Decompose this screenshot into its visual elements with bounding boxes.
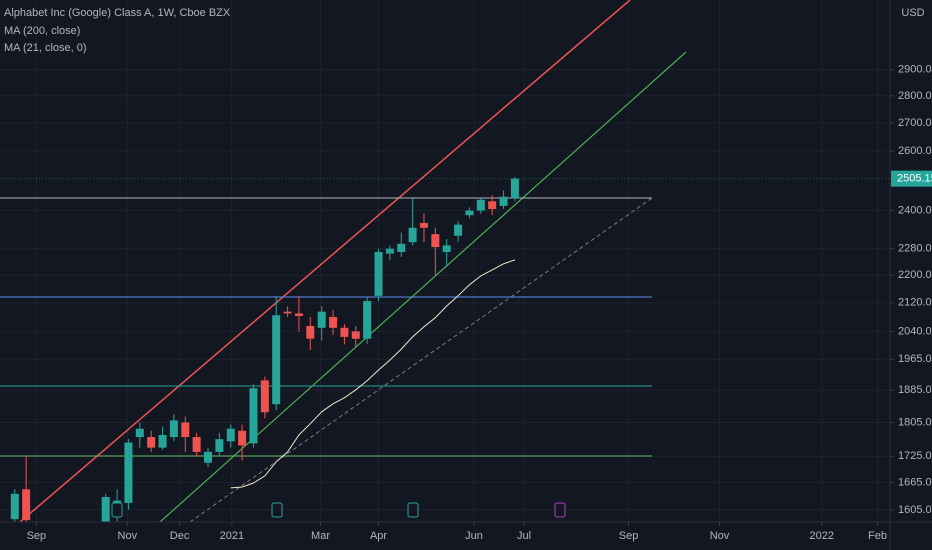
earnings-icon[interactable] (407, 502, 419, 518)
y-tick-label: 2900.00 (898, 64, 932, 76)
candle-body (374, 251, 383, 296)
candle-body (169, 420, 178, 438)
y-tick-label: 1805.00 (898, 416, 932, 428)
y-tick-label: 1605.00 (898, 504, 932, 516)
y-tick-label: 2120.00 (898, 297, 932, 309)
x-tick-label: Mar (311, 530, 330, 542)
candle-body (329, 316, 338, 328)
candle-body (283, 311, 292, 314)
candle-body (272, 315, 281, 405)
candle-body (101, 496, 110, 522)
candle-body (454, 224, 463, 236)
y-tick-label: 1965.00 (898, 353, 932, 365)
y-tick-label: 2200.00 (898, 269, 932, 281)
x-tick-label: Sep (619, 530, 639, 542)
candle-body (10, 493, 19, 520)
earnings-icon[interactable] (111, 502, 123, 518)
trend-line (19, 0, 631, 522)
x-tick-label: Nov (710, 530, 730, 542)
earnings-icon[interactable] (554, 502, 566, 518)
candle-body (385, 248, 394, 254)
candle-body (22, 489, 31, 521)
candle-body (488, 201, 497, 209)
y-tick-label: 2400.00 (898, 204, 932, 216)
candle-body (431, 234, 440, 248)
candle-body (158, 434, 167, 448)
legend-item[interactable]: MA (21, close, 0) (4, 42, 87, 54)
moving-average (230, 259, 516, 489)
candle-body (397, 243, 406, 252)
candle-body (465, 210, 474, 216)
trend-line (159, 51, 687, 522)
y-tick-label: 2040.00 (898, 325, 932, 337)
y-tick-label: 1665.00 (898, 476, 932, 488)
x-tick-label: Nov (118, 530, 138, 542)
x-tick-label: Apr (370, 530, 387, 542)
candle-body (124, 442, 133, 503)
candle-body (192, 437, 201, 452)
chart-title[interactable]: Alphabet Inc (Google) Class A, 1W, Cboe … (4, 7, 231, 19)
candle-body (238, 430, 247, 446)
x-tick-label: Sep (27, 530, 47, 542)
x-tick-label: Jul (517, 530, 531, 542)
candle-body (408, 227, 417, 243)
candle-body (351, 331, 360, 339)
candle-body (499, 196, 508, 206)
earnings-icons (111, 502, 566, 518)
candle-body (147, 437, 156, 448)
candle-body (294, 313, 303, 316)
x-tick-label: Jun (465, 530, 483, 542)
candle-body (215, 439, 224, 452)
last-price-label: 2505.15 (897, 173, 932, 185)
candle-body (317, 311, 326, 328)
y-tick-label: 1725.00 (898, 450, 932, 462)
candle-body (340, 327, 349, 337)
y-tick-label: 2700.00 (898, 117, 932, 129)
candle-body (419, 223, 428, 228)
currency-label: USD (901, 7, 924, 19)
candle-body (476, 199, 485, 211)
candle-body (363, 301, 372, 339)
trend-line (189, 197, 653, 522)
candle-body (260, 380, 269, 413)
candle-body (510, 178, 519, 199)
candle-body (249, 388, 258, 444)
candle-body (181, 422, 190, 438)
drawings (0, 0, 687, 522)
candle-body (306, 325, 315, 339)
y-tick-label: 2280.00 (898, 243, 932, 255)
earnings-icon[interactable] (271, 502, 283, 518)
candle-body (442, 245, 451, 252)
x-tick-label: 2022 (810, 530, 834, 542)
candle-body (226, 428, 235, 442)
y-tick-label: 2600.00 (898, 145, 932, 157)
last-price-box (891, 170, 932, 187)
candle-body (204, 451, 213, 463)
y-tick-label: 1885.00 (898, 384, 932, 396)
candle-body (135, 428, 144, 438)
legend-item[interactable]: MA (200, close) (4, 25, 80, 37)
x-tick-label: Feb (868, 530, 887, 542)
x-tick-label: Dec (170, 530, 190, 542)
y-tick-label: 2800.00 (898, 90, 932, 102)
x-tick-label: 2021 (220, 530, 244, 542)
